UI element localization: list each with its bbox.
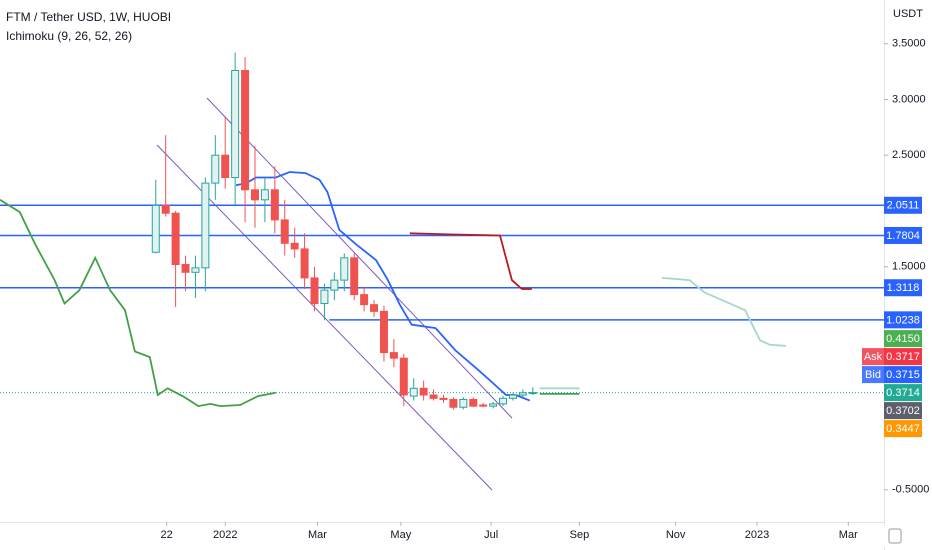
candle-body: [191, 267, 200, 273]
price-badge-label: 2.0511: [887, 200, 920, 212]
candle-body: [379, 310, 388, 354]
candle-body: [479, 404, 488, 407]
price-tag: [862, 348, 884, 366]
candle-body: [270, 189, 279, 221]
y-tick-label: 2.5000: [892, 149, 926, 161]
candle-body: [360, 294, 369, 306]
y-tick-label: 3.5000: [892, 38, 926, 50]
price-badge-label: 0.3717: [886, 351, 920, 363]
price-badge-label: 0.4150: [886, 333, 920, 345]
price-badge: [884, 402, 922, 420]
candle-body: [469, 398, 478, 407]
candle-body: [429, 394, 438, 399]
candle-body: [201, 182, 210, 269]
candle-body: [399, 357, 408, 396]
candle-body: [459, 398, 468, 408]
candle-body: [518, 392, 527, 396]
x-tick-label: Sep: [570, 529, 590, 541]
plot-area: [0, 52, 884, 410]
x-tick-label: Mar: [839, 529, 858, 541]
candle-body: [231, 69, 240, 179]
price-badge-label: 1.0238: [886, 314, 920, 326]
price-badge: [884, 196, 922, 214]
candle-body: [181, 264, 190, 273]
candle-body: [528, 392, 537, 395]
indicator-line: [409, 232, 532, 290]
price-tag: [862, 366, 884, 384]
candle-body: [389, 352, 398, 359]
x-tick-label: Mar: [308, 529, 327, 541]
candle-body: [151, 204, 160, 253]
settings-icon[interactable]: [888, 528, 902, 544]
x-tick-label: 22: [161, 529, 173, 541]
price-badge-label: 0.3447: [886, 423, 920, 435]
candle-body: [439, 397, 448, 400]
price-badge-label: 1.7804: [886, 230, 920, 242]
legend-bg: [0, 4, 180, 44]
indicator-label: Ichimoku (9, 26, 52, 26): [6, 29, 132, 43]
candle-body: [211, 154, 220, 184]
axes: 3.5000 3.0000 2.5000 1.5000 -0.5000 22 2022 Mar…: [161, 38, 930, 541]
candle-body: [409, 387, 418, 397]
candle-body: [330, 279, 339, 291]
chart-title: FTM / Tether USD, 1W, HUOBI: [6, 10, 171, 24]
candle-body: [340, 257, 349, 281]
price-badge-label: 0.3714: [886, 387, 920, 399]
y-tick-label: -0.5000: [892, 484, 929, 496]
candle-body: [241, 69, 250, 191]
price-badge-label: 0.3715: [886, 369, 920, 381]
candle-body: [310, 277, 319, 305]
candle-body: [419, 387, 428, 396]
trend-line: [206, 97, 513, 419]
candle-body: [250, 189, 259, 201]
price-badge: [884, 330, 922, 348]
price-badge: [884, 420, 922, 438]
indicator-line: [661, 277, 786, 347]
candle-body: [290, 242, 299, 250]
x-tick-label: Jul: [484, 529, 498, 541]
price-tag-label: Ask: [864, 351, 883, 363]
price-badge-label: 1.3118: [887, 282, 920, 294]
price-badge-label: 0.3702: [886, 405, 920, 417]
candle-body: [320, 289, 329, 305]
price-badge: [884, 226, 922, 244]
price-badge: [884, 311, 922, 329]
candle-body: [370, 304, 379, 312]
x-tick-label: Nov: [666, 529, 686, 541]
y-tick-label: 3.0000: [892, 93, 926, 105]
price-tag-label: Bid: [865, 369, 881, 381]
candle-body: [171, 212, 180, 266]
settings-box[interactable]: [884, 525, 914, 547]
candle-body: [499, 397, 508, 405]
candle-body: [260, 189, 269, 201]
price-badge: [884, 348, 922, 366]
candle-body: [508, 394, 517, 399]
candle-body: [280, 219, 289, 244]
candle-body: [221, 154, 230, 179]
candle-body: [300, 248, 309, 279]
price-badge: [884, 366, 922, 384]
candle-body: [161, 204, 170, 214]
indicator-line: [235, 171, 531, 402]
x-tick-label: 2023: [745, 529, 769, 541]
candle-body: [489, 403, 498, 407]
y-tick-label: 1.5000: [892, 261, 926, 273]
indicator-line: [0, 199, 276, 408]
x-tick-label: May: [390, 529, 411, 541]
candle-body: [350, 257, 359, 296]
x-tick-label: 2022: [213, 529, 237, 541]
candle-body: [449, 398, 458, 408]
price-badge: [884, 384, 922, 402]
price-badge: [884, 279, 922, 297]
y-axis-unit: USDT: [893, 8, 923, 20]
